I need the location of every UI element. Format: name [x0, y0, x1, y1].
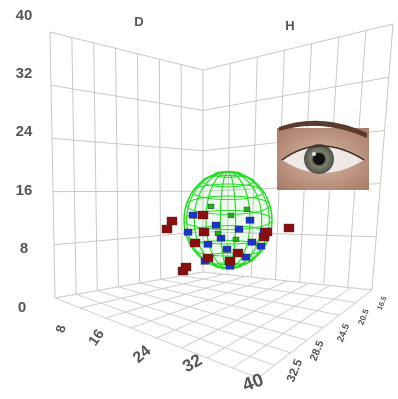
marker-blue: [212, 222, 220, 228]
marker-blue: [204, 241, 212, 247]
marker-red: [203, 254, 213, 262]
y-tick-label: 16.5: [375, 295, 389, 311]
marker-red: [233, 249, 243, 257]
y-tick-label: 24.5: [335, 322, 352, 344]
marker-red: [262, 228, 272, 236]
marker-blue: [248, 239, 256, 245]
grid-line-left-h: [52, 138, 203, 150]
z-tick-label: 32: [16, 65, 33, 82]
z-tick-label: 8: [20, 240, 28, 257]
z-tick-label: 40: [16, 7, 33, 24]
eye-photo: [277, 121, 369, 190]
grid-line-floor: [55, 272, 203, 298]
marker-blue: [223, 246, 231, 252]
axis-label-h: H: [285, 18, 294, 33]
grid-line-left-h: [50, 32, 203, 70]
marker-green: [244, 207, 250, 212]
grid-line-floor: [76, 294, 274, 365]
marker-red: [225, 257, 235, 265]
marker-blue: [235, 226, 243, 232]
axis-label-d: D: [134, 14, 143, 29]
x-tick-label: 32: [179, 349, 206, 376]
marker-blue: [184, 229, 192, 235]
marker-red: [181, 263, 191, 271]
grid-line-left-v: [159, 59, 160, 279]
marker-green: [233, 237, 239, 242]
x-tick-label: 16: [86, 327, 108, 349]
marker-blue: [189, 212, 197, 218]
grid-line-left-v: [116, 48, 119, 287]
marker-green: [228, 213, 234, 218]
grid-line-left-h: [51, 85, 203, 110]
grid-line-floor: [203, 272, 372, 290]
marker-blue: [246, 217, 254, 223]
x-tick-label: 8: [52, 323, 68, 334]
z-tick-label: 24: [16, 123, 33, 140]
z-tick-label: 16: [16, 182, 33, 199]
marker-red: [284, 224, 294, 232]
y-tick-label: 28.5: [308, 339, 327, 363]
marker-blue: [257, 243, 265, 249]
y-tick-label: 32.5: [283, 357, 305, 384]
grid-line-left-h: [54, 232, 203, 245]
marker-red: [190, 239, 200, 247]
marker-red: [198, 211, 208, 219]
grid-line-left-v: [94, 43, 98, 291]
grid-line-left-v: [50, 32, 55, 298]
marker-red: [162, 225, 172, 233]
grid-line-left-v: [72, 37, 76, 294]
z-tick-label: 0: [18, 299, 26, 316]
grid-line-floor: [233, 288, 351, 368]
y-tick-label: 20.5: [356, 307, 372, 326]
wireframe-sphere: [184, 171, 272, 268]
grid-line-left-v: [137, 54, 139, 283]
marker-red: [167, 217, 177, 225]
marker-blue: [217, 235, 225, 241]
x-tick-label: 24: [130, 342, 155, 366]
grid-line-floor: [258, 290, 372, 378]
marker-green: [208, 204, 214, 209]
marker-red: [199, 228, 209, 236]
grid-line-right-v: [372, 24, 393, 290]
grid-line-left-v: [181, 65, 182, 276]
